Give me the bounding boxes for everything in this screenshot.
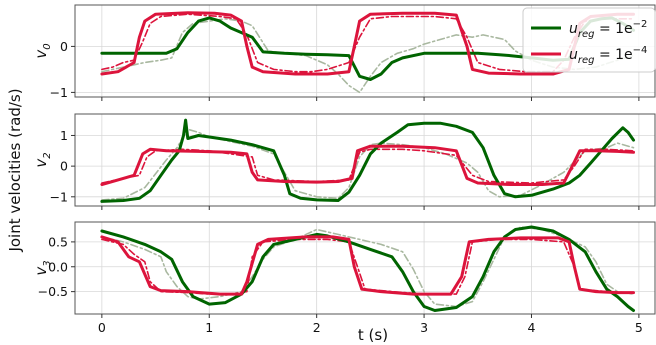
x-tick-label: 0: [98, 320, 106, 335]
series-line-3: [100, 144, 635, 186]
x-tick-label: 5: [635, 320, 643, 335]
panel-frame: [74, 221, 656, 315]
panel-y-label: v3: [32, 260, 53, 275]
panel-y-label: v0: [32, 43, 53, 58]
y-tick-label: 0: [60, 39, 68, 54]
shared-y-axis-label: Joint velocities (rad/s): [6, 88, 24, 252]
x-tick-label: 4: [528, 320, 536, 335]
panel-frame: [74, 113, 656, 207]
legend-box: [522, 7, 656, 73]
panel-y-label: v2: [32, 152, 53, 167]
y-tick-label: −1: [50, 85, 68, 100]
x-tick-label: 2: [313, 320, 321, 335]
legend-label-0: ureg = 1e−2: [569, 19, 647, 40]
y-tick-label: 0.0: [48, 259, 68, 274]
y-tick-label: 0: [60, 159, 68, 174]
chart-legend: ureg = 1e−2 ureg = 1e−4: [522, 7, 656, 73]
series-line-0: [101, 128, 635, 201]
legend-label-1: ureg = 1e−4: [569, 45, 647, 66]
chart-panels: −1 0 v0 −1 0 1 v2 −0.5 0.0 0.5 0 1 2 3 4 5 v3: [32, 4, 656, 335]
y-tick-label: 1: [60, 128, 68, 143]
panel-1: −1 0 1 v2: [32, 113, 656, 210]
y-tick-label: −1: [50, 189, 68, 204]
series-line-3: [100, 235, 635, 296]
x-tick-label: 1: [205, 320, 213, 335]
panel-2: −0.5 0.0 0.5 0 1 2 3 4 5 v3: [32, 221, 656, 335]
shared-x-axis-label: t (s): [358, 326, 388, 344]
series-line-2: [100, 225, 635, 312]
x-tick-label: 3: [420, 320, 428, 335]
y-tick-label: −0.5: [38, 284, 68, 299]
y-tick-label: 0.5: [48, 234, 68, 249]
series-line-2: [100, 118, 635, 203]
